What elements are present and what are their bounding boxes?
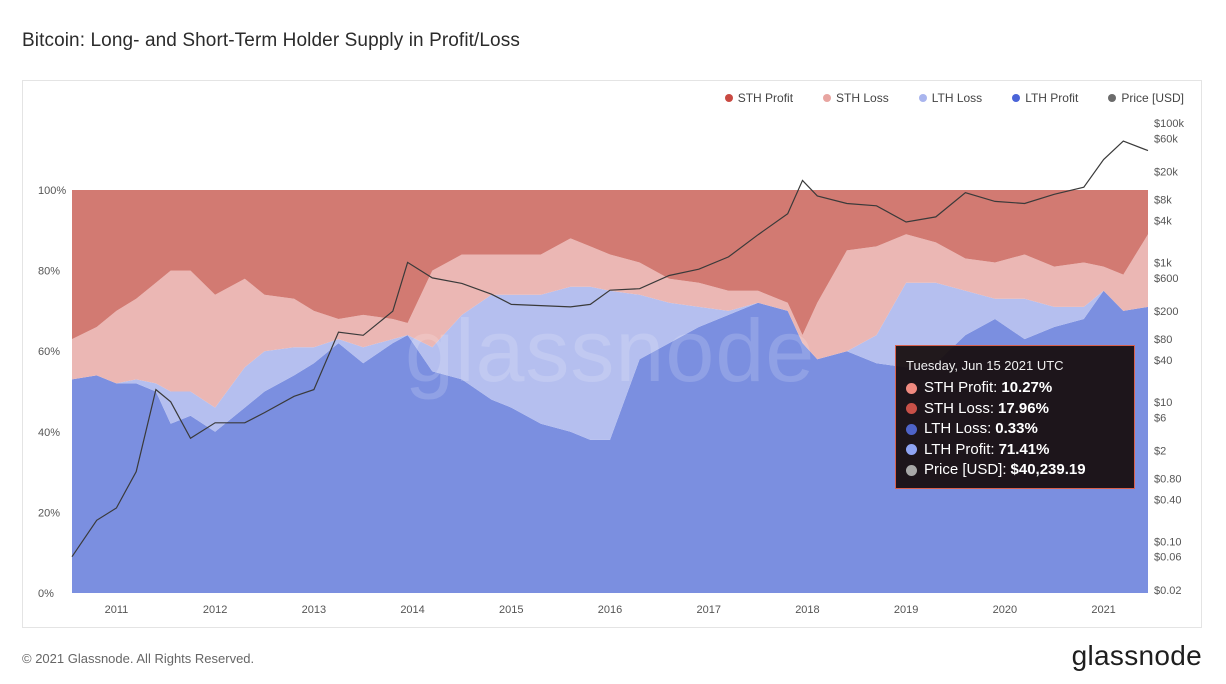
legend-item-lth-loss[interactable]: LTH Loss bbox=[918, 91, 983, 105]
legend-label: LTH Profit bbox=[1025, 91, 1079, 105]
y-right-tick-label: $8k bbox=[1154, 194, 1172, 206]
copyright-footer: © 2021 Glassnode. All Rights Reserved. bbox=[22, 651, 255, 666]
tooltip-value: 10.27% bbox=[1001, 379, 1053, 396]
tooltip-date: Tuesday, Jun 15 2021 UTC bbox=[906, 358, 1064, 373]
y-right-tick-label: $0.10 bbox=[1154, 536, 1182, 548]
y-right-tick-label: $10 bbox=[1154, 397, 1172, 409]
chart-title: Bitcoin: Long- and Short-Term Holder Sup… bbox=[22, 30, 520, 51]
tooltip-value: $40,239.19 bbox=[1010, 461, 1086, 478]
tooltip-row-price: Price [USD]: $40,239.19 bbox=[906, 460, 1124, 481]
x-tick-label: 2020 bbox=[993, 604, 1017, 616]
legend-item-sth-loss[interactable]: STH Loss bbox=[823, 91, 889, 105]
x-tick-label: 2018 bbox=[795, 604, 819, 616]
legend-dot-icon bbox=[823, 94, 832, 102]
y-right-tick-label: $4k bbox=[1154, 215, 1172, 227]
dot-icon bbox=[906, 382, 917, 394]
y-right-tick-label: $200 bbox=[1154, 306, 1178, 318]
x-tick-label: 2021 bbox=[1091, 604, 1115, 616]
y-right-tick-label: $0.40 bbox=[1154, 494, 1182, 506]
legend-item-price[interactable]: Price [USD] bbox=[1108, 91, 1184, 105]
tooltip-value: 71.41% bbox=[998, 440, 1050, 458]
x-tick-label: 2011 bbox=[105, 604, 129, 616]
tooltip-row-sth-profit: STH Profit: 10.27% bbox=[906, 378, 1124, 399]
y-right-tick-label: $40 bbox=[1154, 355, 1172, 367]
legend-label: LTH Loss bbox=[931, 91, 983, 105]
y-tick-label: 40% bbox=[38, 427, 60, 439]
y-right-tick-label: $6 bbox=[1154, 412, 1166, 424]
dot-icon bbox=[906, 464, 917, 476]
y-right-tick-label: $0.02 bbox=[1154, 585, 1182, 597]
tooltip-label: LTH Profit: bbox=[924, 440, 995, 458]
y-right-tick-label: $1k bbox=[1154, 257, 1172, 269]
legend-dot-icon bbox=[724, 94, 733, 102]
tooltip: Tuesday, Jun 15 2021 UTC STH Profit: 10.2… bbox=[895, 345, 1135, 489]
x-tick-label: 2015 bbox=[499, 604, 523, 616]
y-right-tick-label: $600 bbox=[1154, 273, 1178, 285]
x-tick-label: 2019 bbox=[894, 604, 918, 616]
y-tick-label: 100% bbox=[38, 185, 66, 197]
y-right-tick-label: $100k bbox=[1154, 118, 1184, 130]
y-right-tick-label: $0.80 bbox=[1154, 473, 1182, 485]
dot-icon bbox=[906, 423, 917, 435]
x-tick-label: 2013 bbox=[302, 604, 326, 616]
tooltip-value: 17.96% bbox=[998, 399, 1049, 417]
tooltip-label: Price [USD]: bbox=[924, 461, 1007, 478]
chart-panel bbox=[22, 80, 1202, 628]
y-right-tick-label: $0.06 bbox=[1154, 552, 1182, 564]
y-right-tick-label: $2 bbox=[1154, 446, 1166, 458]
y-tick-label: 60% bbox=[38, 346, 60, 358]
area-lth-profit bbox=[72, 290, 1148, 593]
legend-label: STH Loss bbox=[836, 91, 889, 105]
x-tick-label: 2016 bbox=[598, 604, 622, 616]
tooltip-label: STH Loss: bbox=[924, 399, 995, 417]
area-sth-profit bbox=[72, 190, 1148, 340]
tooltip-row-lth-loss: LTH Loss: 0.33% bbox=[906, 419, 1124, 440]
legend-dot-icon bbox=[1108, 94, 1117, 102]
x-tick-label: 2017 bbox=[696, 604, 720, 616]
legend-dot-icon bbox=[918, 94, 927, 102]
tooltip-label: STH Profit: bbox=[924, 379, 998, 396]
tooltip-row-lth-profit: LTH Profit: 71.41% bbox=[906, 440, 1124, 461]
legend-label: STH Profit bbox=[737, 91, 794, 105]
y-tick-label: 0% bbox=[38, 588, 54, 600]
y-right-tick-label: $20k bbox=[1154, 167, 1178, 179]
legend-dot-icon bbox=[1012, 94, 1021, 102]
y-right-tick-label: $60k bbox=[1154, 133, 1178, 145]
tooltip-row-sth-loss: STH Loss: 17.96% bbox=[906, 399, 1124, 420]
area-sth-loss bbox=[72, 234, 1148, 408]
tooltip-value: 0.33% bbox=[995, 420, 1038, 437]
y-tick-label: 80% bbox=[38, 266, 60, 278]
dot-icon bbox=[906, 403, 917, 415]
legend-item-lth-profit[interactable]: LTH Profit bbox=[1012, 91, 1078, 105]
x-tick-label: 2014 bbox=[400, 604, 424, 616]
area-lth-loss bbox=[72, 282, 1148, 440]
tooltip-label: LTH Loss: bbox=[924, 420, 992, 437]
dot-icon bbox=[906, 444, 917, 456]
y-tick-label: 20% bbox=[38, 507, 60, 519]
x-tick-label: 2012 bbox=[203, 604, 227, 616]
y-right-tick-label: $80 bbox=[1154, 334, 1172, 346]
chart-legend: STH Profit STH Loss LTH Loss LTH Profit … bbox=[724, 91, 1184, 105]
price-line bbox=[71, 140, 1149, 558]
glassnode-logo[interactable]: glassnode bbox=[1071, 640, 1202, 671]
legend-label: Price [USD] bbox=[1121, 91, 1184, 105]
legend-item-sth-profit[interactable]: STH Profit bbox=[724, 91, 794, 105]
